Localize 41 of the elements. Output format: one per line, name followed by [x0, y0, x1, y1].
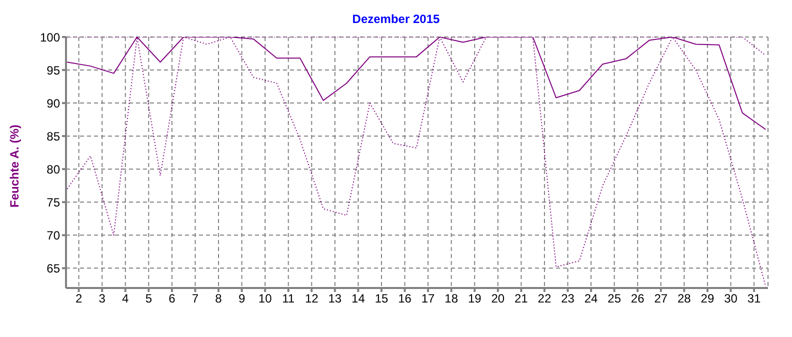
- y-tick-label: 70: [46, 228, 60, 242]
- x-tick-label: 27: [654, 292, 668, 306]
- x-tick-label: 30: [724, 292, 738, 306]
- x-tick-label: 7: [192, 292, 199, 306]
- y-axis-title: Feuchte A. (%): [7, 124, 22, 208]
- x-tick-label: 31: [747, 292, 762, 306]
- x-tick-label: 15: [374, 292, 388, 306]
- x-tick-label: 13: [328, 292, 342, 306]
- x-tick-label: 25: [608, 292, 622, 306]
- x-tick-label: 3: [98, 292, 106, 306]
- y-tick-label: 90: [46, 96, 60, 110]
- x-tick-label: 9: [238, 292, 246, 306]
- x-tick-label: 28: [678, 292, 692, 306]
- x-tick-label: 26: [630, 292, 645, 306]
- x-tick-label: 22: [538, 292, 552, 306]
- x-tick-label: 2: [75, 292, 82, 306]
- x-tick-label: 29: [700, 292, 714, 306]
- x-tick-label: 14: [352, 292, 366, 306]
- line-series: [66, 37, 766, 288]
- y-tick-label: 100: [40, 30, 60, 44]
- x-tick-label: 16: [398, 292, 412, 306]
- y-tick-label: 85: [46, 129, 60, 144]
- y-tick-label: 95: [46, 63, 60, 78]
- x-tick-label: 21: [514, 292, 528, 306]
- x-tick-label: 23: [561, 292, 575, 306]
- x-tick-label: 24: [584, 292, 598, 306]
- x-tick-label: 20: [491, 292, 505, 306]
- y-tick-label: 75: [46, 195, 60, 210]
- chart-title: Dezember 2015: [351, 12, 441, 26]
- y-tick-label: 80: [46, 162, 60, 176]
- y-tick-label: 65: [46, 261, 60, 276]
- x-tick-label: 19: [468, 292, 482, 306]
- x-tick-label: 11: [282, 292, 295, 306]
- x-tick-label: 10: [258, 292, 272, 306]
- x-tick-label: 6: [168, 292, 176, 306]
- x-tick-label: 17: [421, 292, 436, 306]
- x-tick-label: 18: [444, 292, 458, 306]
- x-tick-label: 8: [215, 292, 222, 306]
- x-tick-label: 5: [145, 292, 152, 306]
- x-tick-label: 12: [304, 292, 319, 306]
- x-tick-label: 4: [122, 292, 130, 306]
